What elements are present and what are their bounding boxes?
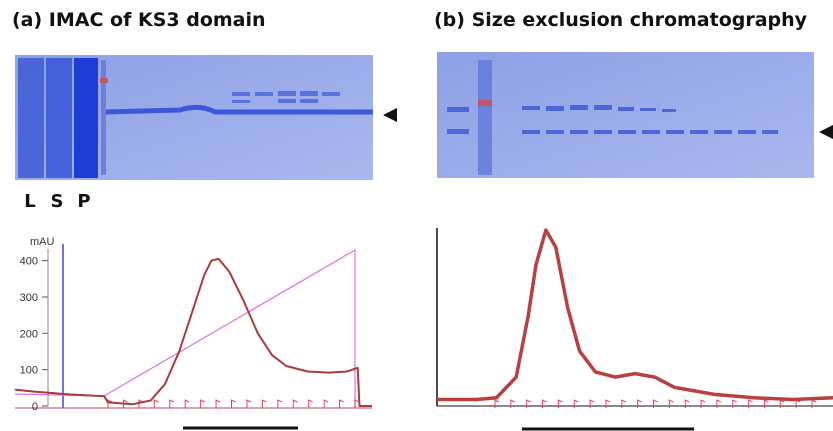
y-tick-label: 100 [20,365,38,377]
gradient-line [14,248,356,408]
gel-image [15,55,373,180]
y-tick-label: 400 [20,256,38,268]
y-tick-label: 0 [32,401,38,413]
panel-title: (b) Size exclusion chromatography [434,9,808,31]
y-tick-label: 300 [20,292,38,304]
lane-label: P [77,191,90,212]
panel-title: (a) IMAC of KS3 domain [12,9,266,31]
fraction-marks [107,399,817,408]
chromatogram-line [437,228,833,402]
lane-label: S [51,191,64,212]
chromatogram-line [14,257,372,407]
gel-image [437,52,814,178]
arrow [383,108,397,122]
y-tick-label: 200 [20,328,38,340]
y-axis-label: mAU [30,236,55,248]
arrow [819,125,833,139]
lane-label: L [24,191,35,212]
